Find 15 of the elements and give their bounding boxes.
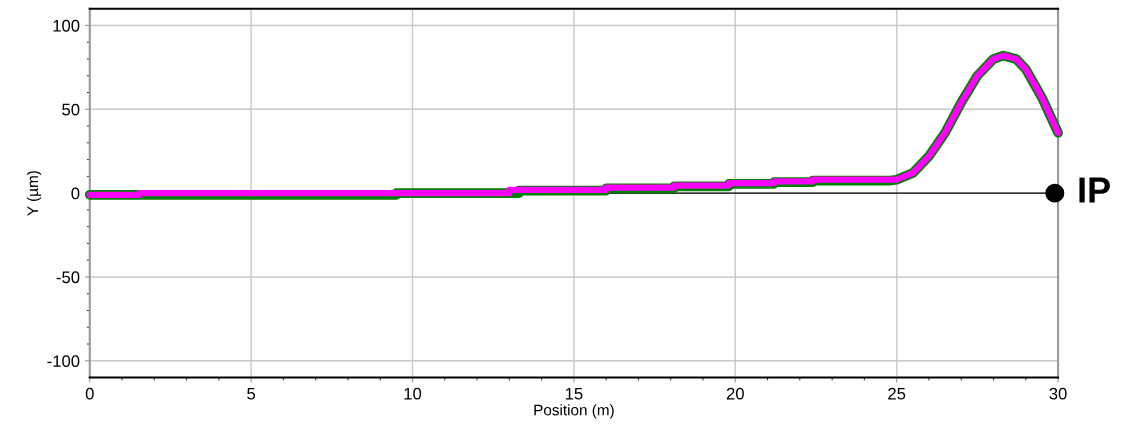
x-tick-label: 30 bbox=[1049, 387, 1067, 400]
y-tick-label: 50 bbox=[62, 103, 80, 116]
y-axis-title: Y (µm) bbox=[26, 171, 42, 216]
x-tick-label: 10 bbox=[404, 387, 422, 400]
annotation: IP bbox=[1079, 177, 1110, 203]
x-tick-label: 20 bbox=[726, 387, 744, 400]
x-tick-label: 5 bbox=[247, 387, 256, 400]
x-tick-label: 0 bbox=[85, 387, 94, 400]
y-tick-label: -50 bbox=[56, 271, 80, 284]
x-tick-label: 25 bbox=[888, 387, 906, 400]
y-tick-label: -100 bbox=[47, 355, 80, 368]
x-axis-title: Position (m) bbox=[534, 404, 614, 419]
x-tick-label: 15 bbox=[565, 387, 583, 400]
y-tick-label: 0 bbox=[71, 187, 80, 200]
y-tick-label: 100 bbox=[53, 19, 80, 32]
